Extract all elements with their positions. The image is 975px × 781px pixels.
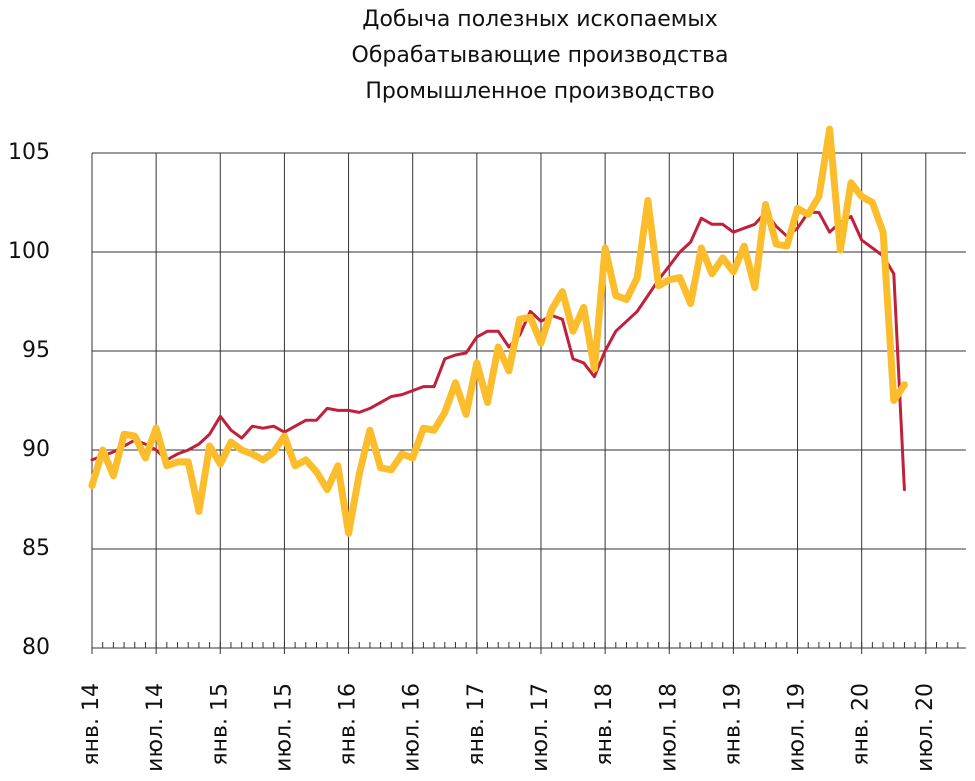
x-tick-label: июл. 16 — [400, 683, 425, 772]
y-tick-label: 105 — [8, 140, 50, 165]
x-tick-label: июл. 17 — [528, 683, 553, 772]
x-tick-label: янв. 20 — [849, 683, 874, 766]
y-tick-label: 95 — [22, 338, 50, 363]
y-tick-label: 85 — [22, 536, 50, 561]
x-tick-label: янв. 15 — [207, 683, 232, 766]
x-tick-label: июл. 15 — [271, 683, 296, 772]
x-tick-label: янв. 18 — [592, 683, 617, 766]
x-tick-label: июл. 14 — [143, 683, 168, 772]
y-tick-label: 100 — [8, 239, 50, 264]
x-tick-label: янв. 14 — [79, 683, 104, 766]
title-line: Добыча полезных ископаемых — [362, 7, 718, 32]
x-tick-label: янв. 17 — [464, 683, 489, 766]
x-tick-label: июл. 18 — [656, 683, 681, 772]
y-tick-label: 90 — [22, 437, 50, 462]
x-tick-label: июл. 19 — [785, 683, 810, 772]
y-tick-label: 80 — [22, 635, 50, 660]
x-tick-label: янв. 16 — [336, 683, 361, 766]
title-line: Промышленное производство — [365, 79, 714, 104]
x-tick-label: июл. 20 — [913, 683, 938, 772]
series-line — [88, 125, 908, 537]
title-line: Обрабатывающие производства — [352, 43, 729, 68]
x-tick-label: янв. 19 — [720, 683, 745, 766]
